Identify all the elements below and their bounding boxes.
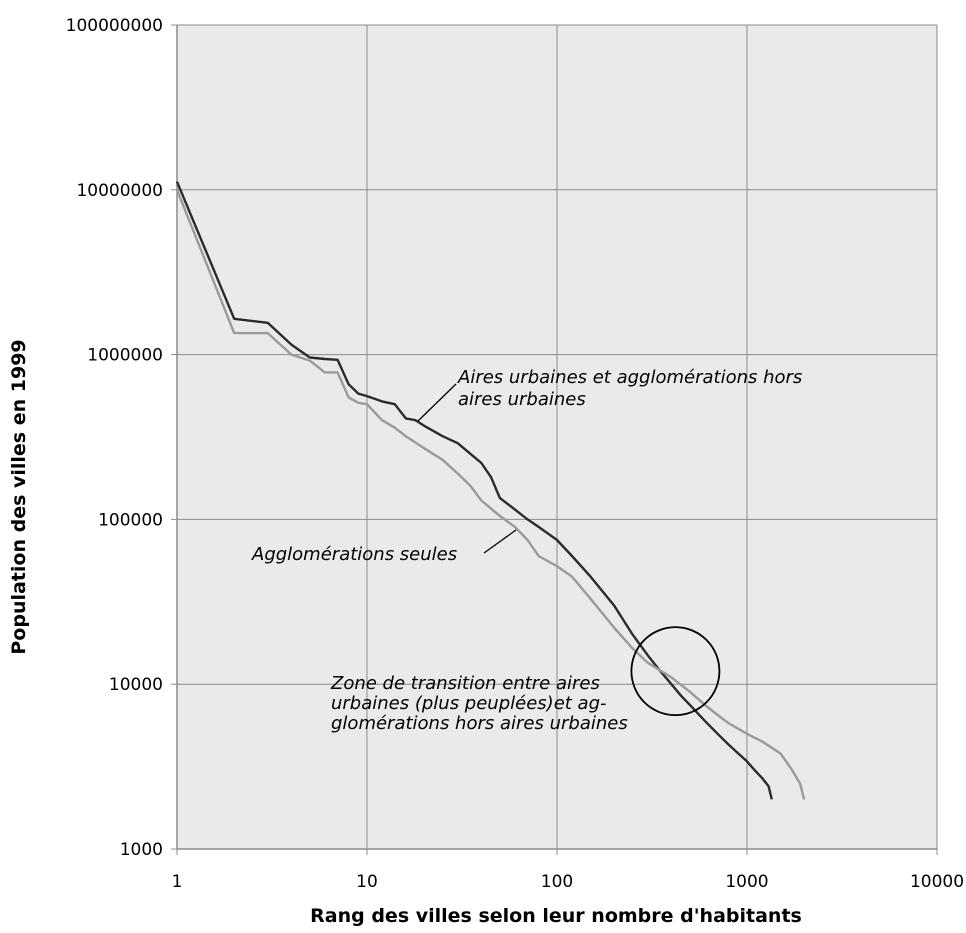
series-layer bbox=[175, 181, 806, 800]
y-tick-label: 10000000 bbox=[76, 181, 163, 201]
y-tick-label: 100000000 bbox=[66, 16, 163, 36]
aires-annotation-line-2: aires urbaines bbox=[458, 389, 586, 410]
series-line-aires bbox=[175, 181, 773, 800]
aires-annotation-leader bbox=[417, 383, 457, 422]
agglo-annotation: Agglomérations seules bbox=[251, 544, 457, 565]
x-tick-label: 100 bbox=[541, 872, 573, 892]
y-tick-label: 10000 bbox=[109, 675, 163, 695]
x-tick-label: 1 bbox=[172, 872, 183, 892]
x-tick-label: 10000 bbox=[910, 872, 964, 892]
zone-annotation-line-1: Zone de transition entre aires bbox=[330, 673, 600, 694]
zone-annotation-line-2: urbaines (plus peuplées)et ag- bbox=[331, 693, 607, 714]
series-line-agglo bbox=[175, 189, 806, 800]
y-tick-label: 1000000 bbox=[87, 346, 163, 366]
y-tick-label: 100000 bbox=[98, 510, 163, 530]
x-tick-label: 1000 bbox=[725, 872, 768, 892]
x-tick-labels: 1 10 100 1000 10000 bbox=[172, 872, 964, 892]
x-axis-label: Rang des villes selon leur nombre d'habi… bbox=[310, 905, 802, 927]
agglo-annotation-leader bbox=[483, 529, 517, 554]
grid-vertical bbox=[176, 25, 938, 855]
transition-zone-circle bbox=[630, 626, 721, 717]
aires-annotation-line-1: Aires urbaines et agglomérations hors bbox=[457, 367, 802, 388]
x-tick-label: 10 bbox=[356, 872, 378, 892]
y-tick-labels: 1000 10000 100000 1000000 10000000 100000000 bbox=[66, 16, 163, 860]
y-axis-label: Population des villes en 1999 bbox=[8, 339, 30, 654]
zone-annotation-line-3: glomérations hors aires urbaines bbox=[331, 713, 628, 734]
y-tick-label: 1000 bbox=[120, 840, 163, 860]
grid-horizontal bbox=[171, 24, 937, 850]
